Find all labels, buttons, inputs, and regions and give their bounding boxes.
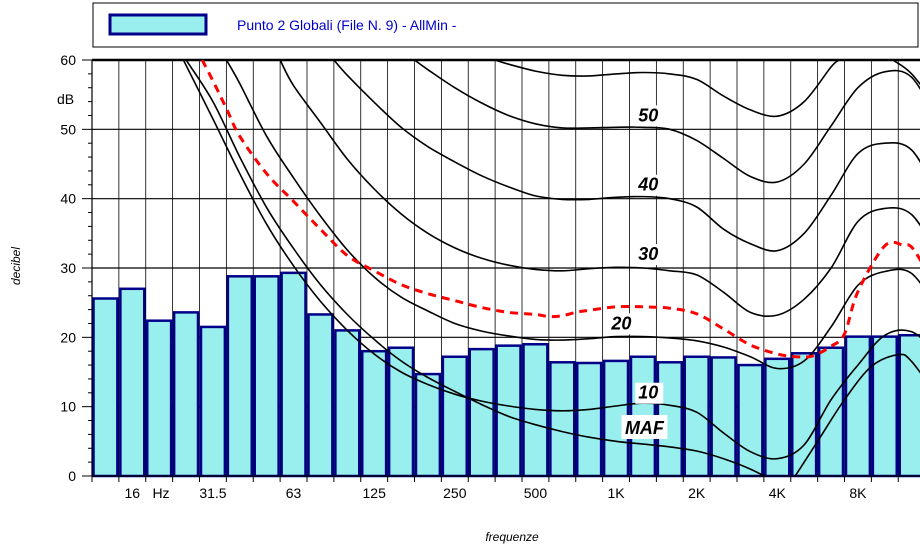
y-tick-label: 50 [60,121,76,137]
bar-12.5 [92,297,119,478]
bar-40 [226,275,253,478]
bar-125 [361,349,388,478]
curve-label-text: 20 [610,313,631,333]
y-tick-label: 10 [60,399,76,415]
curve-label-20: 20 [608,313,637,335]
contour-curve-20 [225,60,920,370]
x-tick-label: 16 [125,485,141,501]
bar-8K [844,335,872,478]
bar-25 [172,311,200,478]
bar-12.5K [898,334,920,478]
bar-31.5 [199,325,227,478]
bar-200 [414,372,442,478]
curve-label-text: 10 [638,383,658,403]
label-background [635,105,664,127]
x-tick-label: 4K [769,485,787,501]
bar-63 [280,271,307,478]
x-unit-label: Hz [152,485,169,501]
curve-label-text: 30 [638,244,658,264]
legend-label: Punto 2 Globali (File N. 9) - AllMin - [237,17,457,33]
curve-label-10: 10 [635,382,664,404]
bar-100 [334,329,361,478]
bar-5K [791,352,818,478]
bar-400 [495,344,522,478]
legend-box [92,2,919,48]
bar-6.3K [817,346,845,478]
curve-label-text: MAF [625,418,665,438]
curve-label-text: 40 [637,175,658,195]
contour-curve-1 [794,353,920,476]
bar-20 [146,319,173,478]
x-tick-label: 1K [608,485,626,501]
bar-315 [468,347,495,478]
contour-curve-10 [182,60,920,460]
contour-curve-40 [333,60,920,252]
x-tick-label: 250 [443,485,467,501]
bar-630 [549,361,576,478]
curve-label-30: 30 [635,244,664,266]
y-axis-title: decibel [9,247,23,285]
x-tick-label: 63 [286,485,302,501]
reference-curve [200,60,920,359]
bar-800 [576,361,603,478]
contour-curve-MAF [185,60,767,476]
bar-50 [253,275,280,478]
label-background [635,244,664,266]
bar-16 [119,287,146,478]
bar-80 [307,313,334,478]
legend: Punto 2 Globali (File N. 9) - AllMin - [92,2,919,48]
x-tick-label: 125 [363,485,387,501]
y-tick-label: 40 [60,191,76,207]
curve-label-50: 50 [635,105,664,127]
contour-curve-30 [279,60,920,318]
x-tick-label: 31.5 [199,485,226,501]
y-tick-label: 20 [60,329,76,345]
label-background [635,382,664,404]
label-background [635,174,664,196]
contours [182,60,920,476]
y-unit-label: dB [57,91,74,107]
y-tick-label: 60 [60,52,76,68]
contour-curve-8 [892,60,920,86]
legend-swatch [108,13,208,36]
curve-label-MAF: MAF [621,414,668,439]
plot-area: 50 40 30 20 10 MAF 0 10 20 30 40 50 60 16 31.5 63 125 250… [60,52,920,501]
label-background [621,414,668,439]
bar-3.15K [737,363,764,478]
y-tick-label: 0 [68,468,76,484]
x-axis-title: frequenze [485,530,539,544]
curve-label-text: 50 [638,105,658,125]
bar-2K [683,355,710,478]
curve-label-40: 40 [635,174,664,196]
x-tick-label: 8K [849,485,867,501]
label-background [608,313,637,335]
y-tick-label: 30 [60,260,76,276]
contour-curve-50 [414,60,920,184]
x-tick-label: 500 [524,485,548,501]
contour-curve-7 [494,60,840,118]
x-tick-label: 2K [688,485,706,501]
bar-250 [441,355,468,478]
